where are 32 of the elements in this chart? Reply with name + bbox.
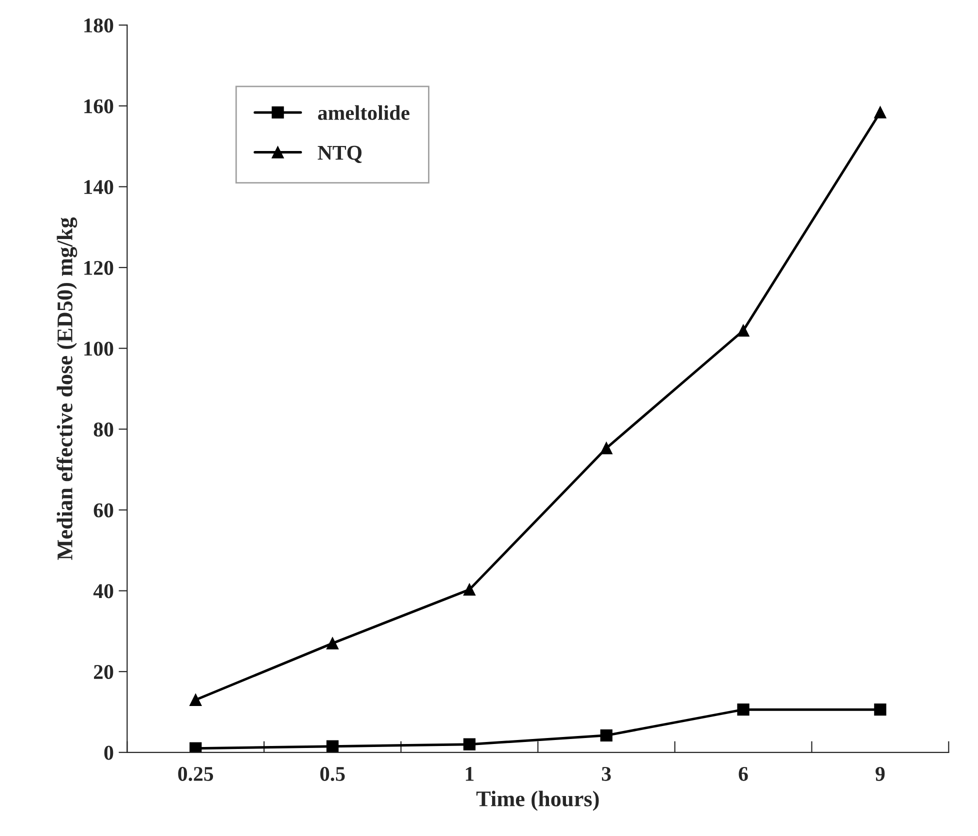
point — [737, 324, 750, 337]
x-tick-label: 0.5 — [320, 766, 345, 782]
x-axis-title: Time (hours) — [476, 790, 599, 811]
point — [874, 106, 886, 118]
x-tick-label: 0.25 — [178, 766, 214, 782]
y-tick-label: 0 — [104, 746, 114, 760]
point — [190, 694, 202, 706]
y-tick-label: 60 — [94, 503, 114, 518]
point — [463, 583, 476, 596]
point — [326, 740, 339, 752]
legend-label: NTQ — [318, 146, 362, 163]
point — [737, 703, 750, 716]
point — [463, 738, 476, 750]
point — [190, 742, 202, 752]
x-tick-label: 1 — [466, 766, 474, 781]
y-tick-label: 80 — [94, 422, 114, 437]
point — [326, 637, 339, 650]
y-tick-label: 100 — [84, 342, 114, 356]
x-tick-label: 3 — [602, 766, 611, 781]
y-tick-label: 20 — [94, 664, 114, 680]
x-tick-label: 6 — [738, 766, 748, 781]
point — [874, 703, 886, 716]
point — [600, 729, 612, 742]
y-tick-label: 40 — [93, 584, 114, 598]
y-tick-label: 140 — [84, 180, 114, 194]
y-tick-label: 160 — [84, 99, 114, 114]
legend-label: ameltolide — [318, 105, 410, 120]
point — [600, 442, 612, 454]
x-tick-label: 9 — [876, 766, 885, 781]
y-tick-label: 180 — [84, 18, 114, 33]
y-tick-label: 120 — [84, 260, 114, 275]
y-axis-title: Median effective dose (ED50) mg/kg — [56, 217, 78, 560]
